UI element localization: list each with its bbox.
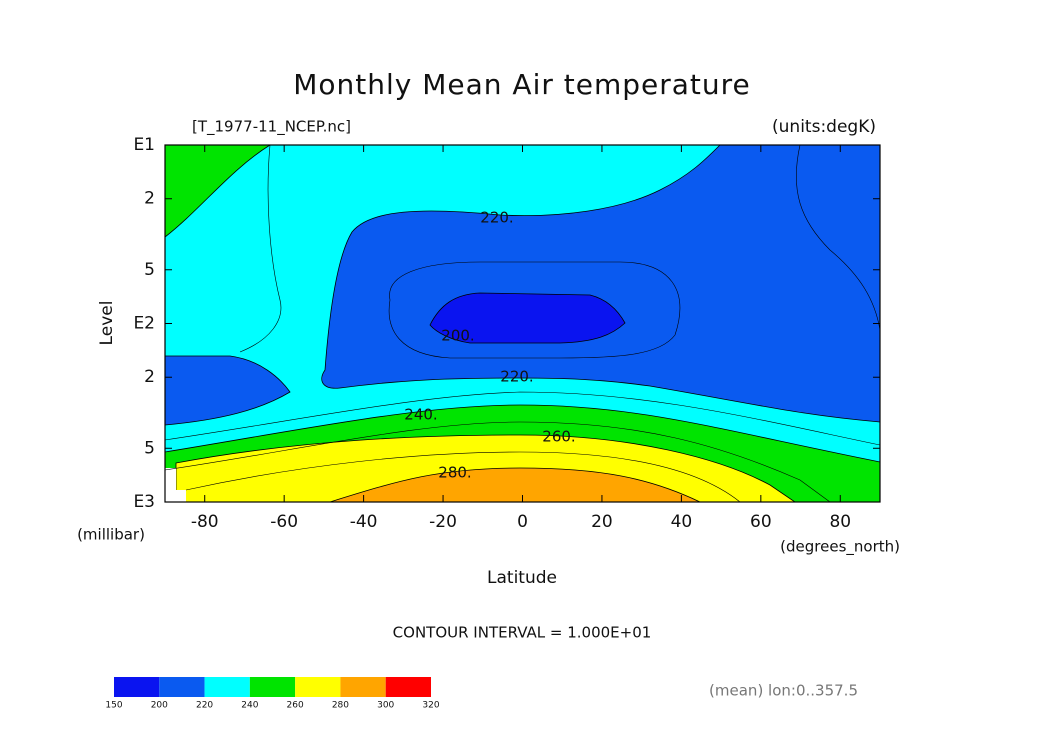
colorbar-label: 320 xyxy=(422,701,439,711)
colorbar-label: 150 xyxy=(105,701,122,711)
contour-fills xyxy=(164,144,881,503)
colorbar-label: 280 xyxy=(332,701,349,711)
contour-label: 280. xyxy=(438,464,471,482)
contour-line xyxy=(164,391,881,446)
colorbar-segment xyxy=(114,677,160,697)
colorbar-segment xyxy=(385,677,431,697)
contour-label: 220. xyxy=(500,368,533,386)
y-tick-label: 5 xyxy=(144,260,155,280)
colorbar-segment xyxy=(249,677,296,697)
y-tick-label: 2 xyxy=(144,189,155,209)
x-axis-label: Latitude xyxy=(487,568,557,588)
contour-region xyxy=(164,355,291,426)
subtitle-right: (units:degK) xyxy=(772,117,876,137)
contour-region xyxy=(429,292,626,344)
y-tick-label: 2 xyxy=(144,367,155,387)
contour-line xyxy=(185,451,741,503)
missing-data xyxy=(165,468,186,502)
note-right: (mean) lon:0..357.5 xyxy=(709,682,858,700)
contour-region xyxy=(329,467,701,503)
y-tick-label: E2 xyxy=(133,314,155,334)
x-tick-label: -80 xyxy=(191,512,219,532)
contour-region xyxy=(321,144,881,423)
contour-line xyxy=(239,144,282,353)
colorbar-segment xyxy=(204,677,250,697)
footnote: CONTOUR INTERVAL = 1.000E+01 xyxy=(393,624,652,642)
y-tick-label: E1 xyxy=(133,135,155,155)
y-tick-label: 5 xyxy=(144,438,155,458)
contour-line xyxy=(388,261,681,359)
colorbar-segment xyxy=(159,677,205,697)
colorbar-label: 300 xyxy=(377,701,394,711)
y-axis-label: Level xyxy=(97,301,117,346)
contour-region xyxy=(164,144,272,238)
colorbar-label: 260 xyxy=(287,701,304,711)
x-tick-label: 60 xyxy=(750,512,772,532)
subtitle-left: [T_1977-11_NCEP.nc] xyxy=(192,118,351,137)
contour-line xyxy=(164,421,831,503)
colorbar-segment xyxy=(340,677,386,697)
contour-line xyxy=(795,144,881,331)
colorbar-label: 200 xyxy=(151,701,168,711)
x-tick-label: 0 xyxy=(517,512,528,532)
x-tick-label: 40 xyxy=(671,512,693,532)
chart-title: Monthly Mean Air temperature xyxy=(293,68,751,101)
colorbar-label: 240 xyxy=(241,701,258,711)
colorbar-segment xyxy=(295,677,341,697)
x-tick-label: 20 xyxy=(591,512,613,532)
y-tick-label: E3 xyxy=(133,492,155,512)
x-tick-label: -60 xyxy=(270,512,298,532)
x-axis-unit: (degrees_north) xyxy=(780,538,900,557)
x-tick-label: -20 xyxy=(429,512,457,532)
contour-label: 200. xyxy=(441,327,474,345)
contour-label: 220. xyxy=(480,209,513,227)
contour-label: 240. xyxy=(404,406,437,424)
contour-label: 260. xyxy=(542,428,575,446)
x-tick-label: -40 xyxy=(350,512,378,532)
colorbar-label: 220 xyxy=(196,701,213,711)
x-tick-label: 80 xyxy=(829,512,851,532)
y-axis-unit: (millibar) xyxy=(77,526,145,544)
